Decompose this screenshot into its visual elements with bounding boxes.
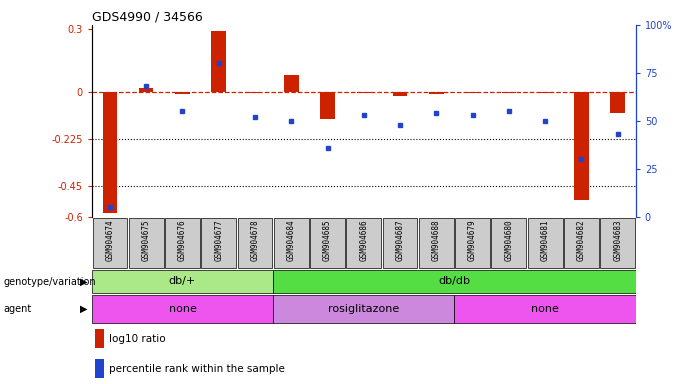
Bar (600, 218, 635, 268)
Bar (201, 218, 236, 268)
Text: percentile rank within the sample: percentile rank within the sample (109, 364, 285, 374)
Bar (248, 92, 262, 93)
Bar (528, 218, 562, 268)
Text: log10 ratio: log10 ratio (109, 334, 166, 344)
Bar (454, 295, 636, 323)
Bar (429, 92, 443, 94)
Bar (273, 270, 636, 293)
Bar (346, 218, 381, 268)
Bar (284, 75, 299, 92)
Text: GSM904679: GSM904679 (468, 219, 477, 261)
Text: ▶: ▶ (80, 304, 88, 314)
Text: GSM904687: GSM904687 (396, 219, 405, 261)
Text: GSM904684: GSM904684 (287, 219, 296, 261)
Bar (165, 218, 200, 268)
Bar (574, 92, 589, 200)
Bar (95, 329, 104, 348)
Text: GSM904680: GSM904680 (505, 219, 513, 261)
Text: rosiglitazone: rosiglitazone (328, 304, 399, 314)
Text: genotype/variation: genotype/variation (3, 277, 96, 287)
Bar (310, 218, 345, 268)
Bar (211, 31, 226, 92)
Text: GSM904683: GSM904683 (613, 219, 622, 261)
Bar (455, 218, 490, 268)
Bar (274, 218, 309, 268)
Bar (356, 92, 371, 93)
Text: none: none (169, 304, 197, 314)
Bar (92, 295, 273, 323)
Text: agent: agent (3, 304, 32, 314)
Bar (129, 218, 164, 268)
Text: GSM904681: GSM904681 (541, 219, 549, 261)
Text: GDS4990 / 34566: GDS4990 / 34566 (92, 11, 203, 24)
Text: none: none (531, 304, 559, 314)
Bar (95, 359, 104, 379)
Text: GSM904688: GSM904688 (432, 219, 441, 261)
Bar (237, 218, 273, 268)
Bar (564, 218, 599, 268)
Text: GSM904678: GSM904678 (250, 219, 260, 261)
Bar (320, 92, 335, 119)
Text: GSM904674: GSM904674 (105, 219, 114, 261)
Bar (611, 92, 625, 113)
Bar (393, 92, 407, 96)
Text: GSM904686: GSM904686 (359, 219, 369, 261)
Bar (92, 270, 273, 293)
Text: ▶: ▶ (80, 277, 88, 287)
Text: db/+: db/+ (169, 276, 196, 286)
Bar (465, 92, 480, 93)
Bar (175, 92, 190, 94)
Bar (492, 218, 526, 268)
Bar (502, 92, 516, 93)
Bar (273, 295, 454, 323)
Text: GSM904676: GSM904676 (178, 219, 187, 261)
Text: GSM904682: GSM904682 (577, 219, 586, 261)
Bar (383, 218, 418, 268)
Bar (419, 218, 454, 268)
Text: GSM904677: GSM904677 (214, 219, 223, 261)
Bar (103, 92, 117, 213)
Text: GSM904675: GSM904675 (141, 219, 151, 261)
Bar (92, 218, 127, 268)
Text: db/db: db/db (439, 276, 471, 286)
Bar (139, 88, 154, 92)
Text: GSM904685: GSM904685 (323, 219, 332, 261)
Bar (538, 92, 552, 93)
